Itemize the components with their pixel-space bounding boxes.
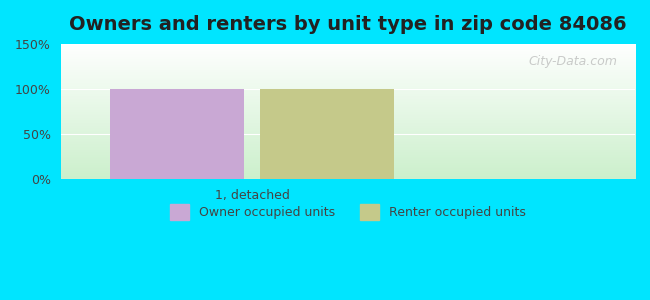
Bar bbox=[260, 89, 394, 179]
Title: Owners and renters by unit type in zip code 84086: Owners and renters by unit type in zip c… bbox=[69, 15, 627, 34]
Bar bbox=[111, 89, 244, 179]
Text: City-Data.com: City-Data.com bbox=[529, 55, 617, 68]
Legend: Owner occupied units, Renter occupied units: Owner occupied units, Renter occupied un… bbox=[165, 200, 530, 225]
